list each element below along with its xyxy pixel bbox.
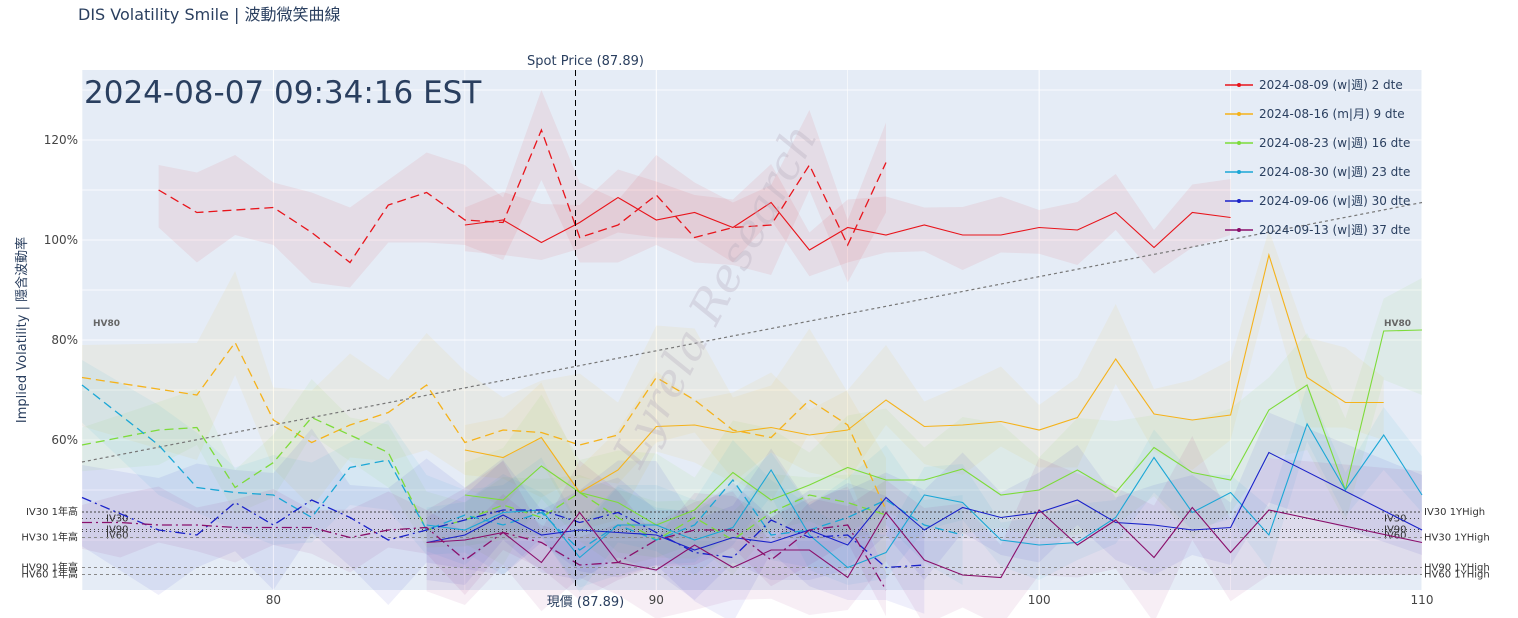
- series-calls-line: [464, 196, 1231, 251]
- series-puts-line: [82, 521, 887, 591]
- x-tick-label: 90: [649, 593, 664, 607]
- plot-area: [82, 70, 1422, 590]
- confidence-band: [464, 278, 1422, 568]
- x-tick-label: 100: [1028, 593, 1051, 607]
- hv80-label-left: HV80: [93, 319, 120, 329]
- series-puts-line: [81, 384, 963, 551]
- confidence-band: [82, 379, 886, 575]
- reference-label-right: IV30: [1384, 514, 1407, 525]
- reference-label-left: IV90: [106, 525, 129, 536]
- y-tick-label: 60%: [51, 433, 78, 447]
- reference-label-left: IV30: [106, 514, 129, 525]
- legend-entry: 2024-08-09 (w|週) 2 dte: [1259, 78, 1403, 92]
- hv80-label-right: HV80: [1384, 319, 1411, 329]
- confidence-bands: [82, 90, 1423, 618]
- series-calls-line: [464, 252, 1384, 494]
- reference-label-left: IV60: [106, 531, 129, 542]
- series-lines: [81, 128, 1423, 591]
- y-tick-label: 100%: [44, 233, 78, 247]
- x-tick-label: 110: [1411, 593, 1434, 607]
- series-calls-line: [426, 422, 1423, 569]
- spot-price-label-bottom: 現價 (87.89): [547, 595, 625, 610]
- legend-marker: [1237, 199, 1241, 203]
- x-axis-ticks: 80 90 100 110: [266, 593, 1434, 607]
- series-calls-line: [426, 451, 1423, 551]
- confidence-band: [82, 271, 886, 575]
- legend-marker: [1237, 228, 1241, 232]
- legend-marker: [1237, 83, 1241, 87]
- confidence-band: [158, 90, 887, 288]
- timestamp-annotation: 2024-08-07 09:34:16 EST: [84, 75, 482, 111]
- series-calls-line: [426, 506, 1423, 579]
- reference-label-left: HV90 1年高: [21, 561, 78, 574]
- reference-label-left: IV30 1年高: [26, 505, 78, 518]
- reference-label-left: HV30 1年高: [21, 531, 78, 544]
- legend-marker: [1237, 170, 1241, 174]
- y-tick-label: 80%: [51, 333, 78, 347]
- confidence-band: [426, 412, 1423, 600]
- reference-label-right: IV60: [1384, 531, 1407, 542]
- y-axis-label: Implied Volatility | 隱含波動率: [14, 237, 30, 423]
- legend-entry: 2024-08-30 (w|週) 23 dte: [1259, 165, 1410, 179]
- legend-marker: [1237, 112, 1241, 116]
- confidence-band: [426, 436, 1422, 618]
- y-axis-ticks: 60% 80% 100% 120%: [44, 133, 78, 447]
- legend-entry: 2024-09-13 (w|週) 37 dte: [1259, 223, 1410, 237]
- legend-entry: 2024-08-23 (w|週) 16 dte: [1259, 136, 1410, 150]
- spot-price-label-top: Spot Price (87.89): [527, 54, 644, 69]
- reference-label-right: HV90 1YHigh: [1424, 563, 1490, 574]
- reference-label-right: HV60 1YHigh: [1424, 570, 1490, 581]
- legend-marker: [1237, 141, 1241, 145]
- confidence-band: [82, 360, 963, 588]
- confidence-band: [464, 164, 1231, 277]
- confidence-band: [82, 428, 925, 618]
- reference-label-left: HV60 1年高: [21, 568, 78, 581]
- legend-entry: 2024-09-06 (w|週) 30 dte: [1259, 194, 1410, 208]
- y-tick-label: 120%: [44, 133, 78, 147]
- reference-label-right: HV30 1YHigh: [1424, 533, 1490, 544]
- series-puts-line: [81, 416, 887, 541]
- confidence-band: [426, 385, 1423, 593]
- reference-label-right: IV90: [1384, 525, 1407, 536]
- x-tick-label: 80: [266, 593, 281, 607]
- grid-lines: [81, 70, 1423, 590]
- confidence-band: [464, 230, 1384, 530]
- series-puts-line: [158, 128, 887, 264]
- spot-price-marker: Spot Price (87.89) 現價 (87.89): [527, 54, 644, 610]
- series-calls-line: [464, 329, 1423, 526]
- legend-entry: 2024-08-16 (m|月) 9 dte: [1259, 107, 1405, 121]
- reference-label-right: IV30 1YHigh: [1424, 507, 1485, 518]
- series-puts-line: [81, 496, 925, 569]
- legend: 2024-08-09 (w|週) 2 dte 2024-08-16 (m|月) 9…: [1225, 78, 1410, 237]
- chart-title: DIS Volatility Smile | 波動微笑曲線: [78, 5, 341, 24]
